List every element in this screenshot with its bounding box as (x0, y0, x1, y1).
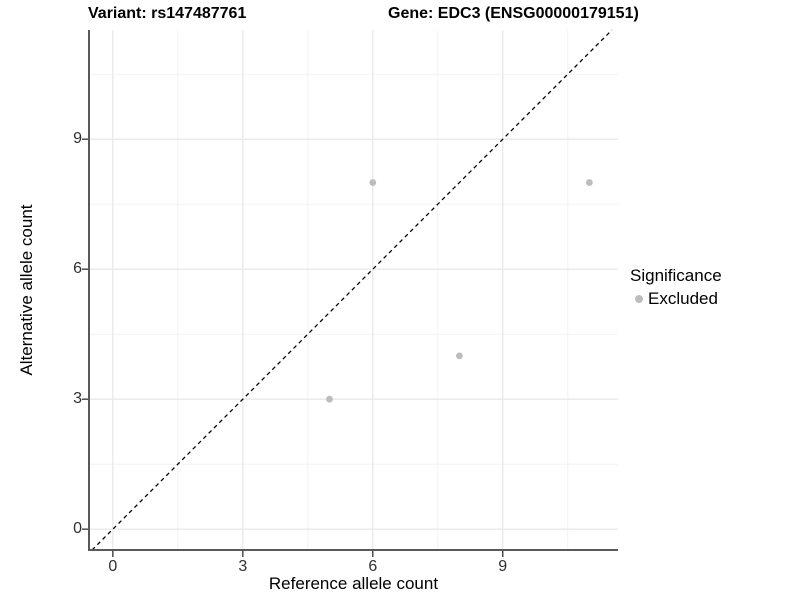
data-point (326, 395, 333, 403)
plot-title-gene: Gene: EDC3 (ENSG00000179151) (388, 5, 639, 22)
legend-items: Excluded (630, 289, 722, 309)
y-tick-label: 6 (73, 260, 82, 278)
x-tick-label: 6 (368, 558, 378, 575)
x-tick-label: 0 (108, 558, 118, 575)
legend-title: Significance (630, 266, 722, 285)
y-axis-title: Alternative allele count (17, 204, 36, 376)
data-point (456, 352, 463, 360)
identity-dashed-line (91, 29, 613, 551)
legend: Significance Excluded (630, 266, 722, 309)
y-tick-label: 9 (73, 130, 82, 148)
data-point (369, 179, 377, 186)
data-point (586, 179, 593, 186)
x-tick-label: 9 (498, 558, 508, 575)
plot-title-variant: Variant: rs147487761 (88, 5, 247, 22)
x-axis-title: Reference allele count (268, 574, 439, 593)
legend-item: Excluded (630, 289, 722, 309)
x-tick-label: 3 (238, 558, 248, 575)
y-tick-label: 3 (73, 390, 82, 408)
y-tick-label: 0 (73, 520, 82, 538)
legend-item-label: Excluded (648, 289, 718, 308)
legend-point-icon (630, 290, 648, 308)
